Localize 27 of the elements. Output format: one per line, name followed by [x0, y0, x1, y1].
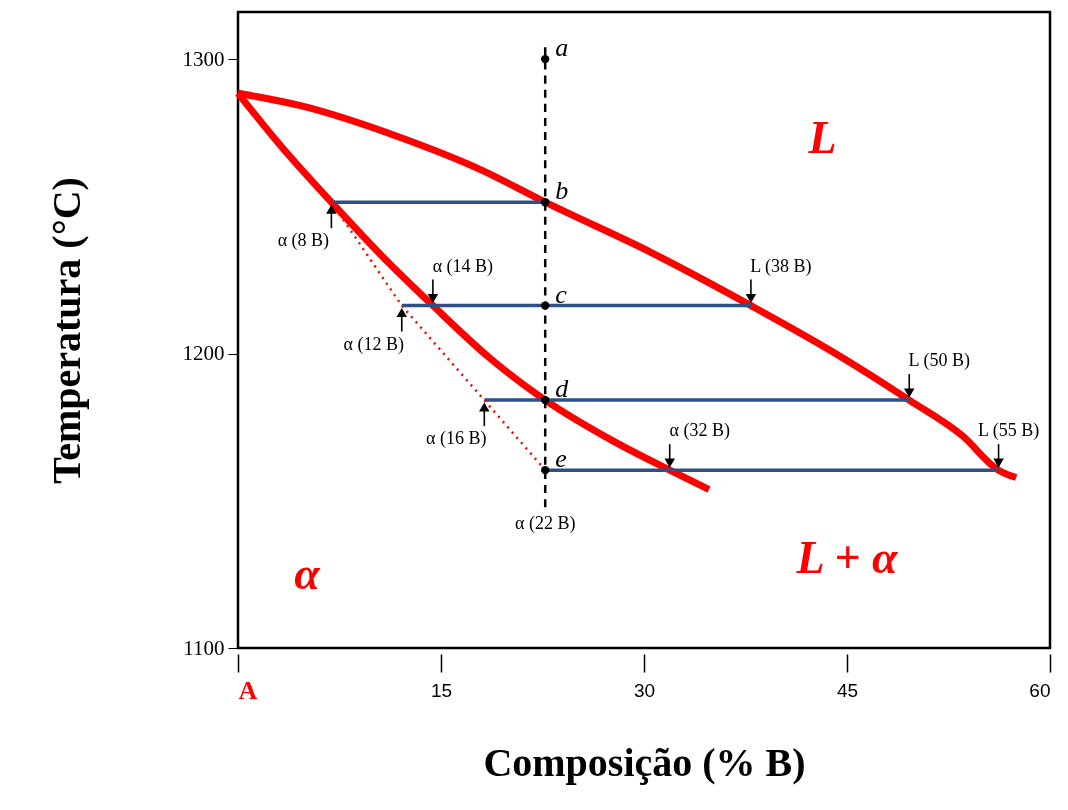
x-tick-label: 15 [430, 679, 453, 701]
annotation: L (38 B) [750, 255, 812, 277]
y-tick-label: 1200 [182, 341, 225, 366]
x-tick-label: A [238, 675, 258, 705]
annotation: α (12 B) [343, 333, 404, 355]
annotation: α (16 B) [426, 428, 487, 450]
series-label: α (22 B) [514, 513, 576, 535]
data-label: a [555, 33, 569, 63]
annotation: α (32 B) [669, 420, 730, 442]
x-axis-title: Composição (% B) [483, 739, 806, 785]
data-label: b [555, 176, 569, 206]
y-tick-label: 1300 [182, 46, 225, 71]
data-label: e [555, 444, 567, 474]
annotation: L [807, 112, 837, 164]
annotation: L + α [795, 531, 900, 583]
annotation: α (14 B) [432, 255, 494, 277]
annotation: α [294, 547, 322, 599]
data-label: d [555, 374, 570, 404]
annotation: α (8 B) [277, 230, 330, 252]
x-tick-label: 30 [633, 679, 656, 701]
y-tick-label: 1100 [183, 635, 225, 660]
x-tick-label: 60 [1029, 679, 1051, 701]
data-label: c [555, 279, 568, 309]
annotation: L (55 B) [977, 420, 1040, 442]
y-axis-title: Temperatura (°C) [43, 177, 89, 484]
annotation: L (50 B) [908, 350, 970, 372]
x-tick-label: 45 [836, 679, 859, 701]
